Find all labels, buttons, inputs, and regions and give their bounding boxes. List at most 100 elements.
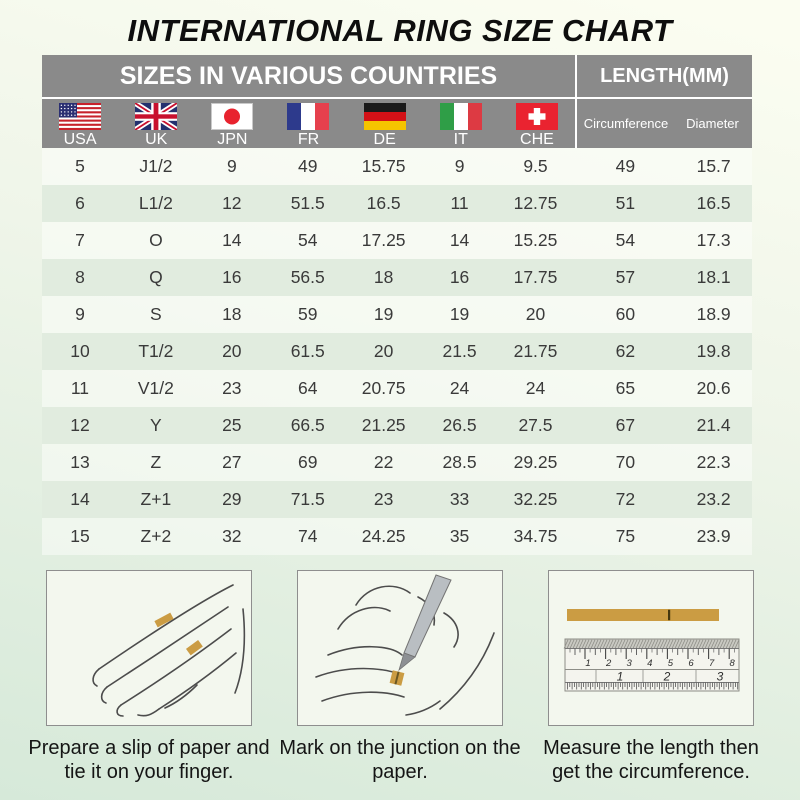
instruction-step-2: Mark on the junction on the paper. <box>276 570 525 784</box>
table-cell: 25 <box>222 415 242 435</box>
table-cell: 16.5 <box>696 193 731 213</box>
svg-text:4: 4 <box>647 658 652 669</box>
table-row: 9 S 18 59 19 19 20 60 18.9 <box>42 296 752 333</box>
flag-usa-icon <box>59 103 102 130</box>
table-cell: 15.7 <box>696 156 731 176</box>
size-table-body: 5 J1/2 9 49 15.75 9 9.5 49 15.7 6 L1/2 12 51.5 16.5 11… <box>42 148 752 555</box>
table-cell: 29 <box>222 489 242 509</box>
table-cell: 16 <box>222 267 242 287</box>
table-cell: 9 <box>454 156 465 176</box>
table-row: 8 Q 16 56.5 18 16 17.75 57 18.1 <box>42 259 752 296</box>
table-cell: 20 <box>373 341 394 361</box>
table-cell: 71.5 <box>290 489 325 509</box>
measuring-instructions: Prepare a slip of paper and tie it on yo… <box>0 570 800 784</box>
length-columns-row: Circumference Diameter <box>577 99 752 148</box>
table-cell: 75 <box>615 526 636 546</box>
country-column-it: IT <box>423 99 499 148</box>
ring-size-table: SIZES IN VARIOUS COUNTRIES LENGTH(MM) US… <box>42 55 752 555</box>
table-cell: 19.8 <box>696 341 731 361</box>
table-cell: 23 <box>222 378 242 398</box>
table-cell: 72 <box>615 489 636 509</box>
table-cell: 16 <box>449 267 470 287</box>
table-row: 13 Z 27 69 22 28.5 29.25 70 22.3 <box>42 444 752 481</box>
country-column-fr: FR <box>270 99 346 148</box>
table-cell: 28.5 <box>442 452 477 472</box>
country-column-che: CHE <box>499 99 575 148</box>
svg-text:5: 5 <box>668 658 674 669</box>
header-sizes-countries: SIZES IN VARIOUS COUNTRIES <box>42 55 577 97</box>
table-row: 11 V1/2 23 64 20.75 24 24 65 20.6 <box>42 370 752 407</box>
table-cell: 19 <box>449 304 470 324</box>
table-cell: 54 <box>297 230 318 250</box>
flag-it-icon <box>439 103 482 130</box>
table-cell: 27.5 <box>518 415 553 435</box>
table-cell: 51.5 <box>290 193 325 213</box>
table-cell: Q <box>149 267 163 287</box>
table-cell: 17.3 <box>696 230 731 250</box>
table-cell: Z+1 <box>140 489 172 509</box>
table-cell: 23 <box>373 489 394 509</box>
table-cell: 6 <box>75 193 85 213</box>
country-column-uk: UK <box>118 99 194 148</box>
table-cell: 7 <box>75 230 85 250</box>
country-label: JPN <box>217 131 248 148</box>
svg-text:2: 2 <box>663 670 671 684</box>
table-cell: 64 <box>297 378 318 398</box>
country-label: IT <box>453 131 468 148</box>
table-cell: 16.5 <box>366 193 401 213</box>
svg-text:1: 1 <box>617 670 624 684</box>
table-cell: 24 <box>525 378 546 398</box>
table-cell: 20 <box>222 341 242 361</box>
column-header-band: USA UK JPN FR DE IT CHE Circumference Diameter <box>42 99 752 148</box>
svg-text:2: 2 <box>605 658 612 669</box>
table-cell: 21.25 <box>361 415 406 435</box>
table-cell: 59 <box>297 304 318 324</box>
flag-uk-icon <box>135 103 178 130</box>
table-cell: 8 <box>75 267 85 287</box>
table-cell: 20.6 <box>696 378 731 398</box>
instruction-caption-3: Measure the length then get the circumfe… <box>543 737 759 783</box>
table-cell: 57 <box>615 267 636 287</box>
circumference-column-header: Circumference <box>583 116 669 131</box>
table-cell: 34.75 <box>513 526 558 546</box>
page-title: INTERNATIONAL RING SIZE CHART <box>127 13 673 48</box>
table-cell: 18 <box>222 304 242 324</box>
flag-fr-icon <box>287 103 330 130</box>
table-cell: 15.75 <box>361 156 406 176</box>
svg-text:8: 8 <box>730 658 736 669</box>
table-row: 10 T1/2 20 61.5 20 21.5 21.75 62 19.8 <box>42 333 752 370</box>
mark-junction-illustration <box>297 570 503 726</box>
table-cell: V1/2 <box>137 378 174 398</box>
table-cell: 12.75 <box>513 193 558 213</box>
table-cell: 18 <box>373 267 394 287</box>
diameter-column-header: Diameter <box>686 116 739 131</box>
table-cell: 15.25 <box>513 230 558 250</box>
table-cell: 35 <box>449 526 470 546</box>
table-cell: 17.75 <box>513 267 558 287</box>
table-cell: 32 <box>222 526 242 546</box>
hand-with-paper-illustration <box>46 570 252 726</box>
svg-text:1: 1 <box>585 658 590 669</box>
table-cell: 29.25 <box>513 452 558 472</box>
svg-text:3: 3 <box>627 658 633 669</box>
table-cell: 24 <box>449 378 470 398</box>
table-cell: 9 <box>75 304 85 324</box>
table-cell: L1/2 <box>138 193 173 213</box>
table-cell: 9.5 <box>523 156 548 176</box>
table-cell: 54 <box>615 230 636 250</box>
table-cell: 23.2 <box>696 489 731 509</box>
table-cell: 61.5 <box>290 341 325 361</box>
table-cell: 24.25 <box>361 526 406 546</box>
country-flags-row: USA UK JPN FR DE IT CHE <box>42 99 577 148</box>
table-row: 14 Z+1 29 71.5 23 33 32.25 72 23.2 <box>42 481 752 518</box>
table-cell: 23.9 <box>696 526 731 546</box>
table-cell: 11 <box>450 193 469 213</box>
table-header-band: SIZES IN VARIOUS COUNTRIES LENGTH(MM) <box>42 55 752 99</box>
table-cell: 15 <box>70 526 90 546</box>
table-cell: S <box>150 304 162 324</box>
table-cell: 70 <box>615 452 636 472</box>
flag-che-icon <box>515 103 558 130</box>
table-cell: 74 <box>297 526 318 546</box>
